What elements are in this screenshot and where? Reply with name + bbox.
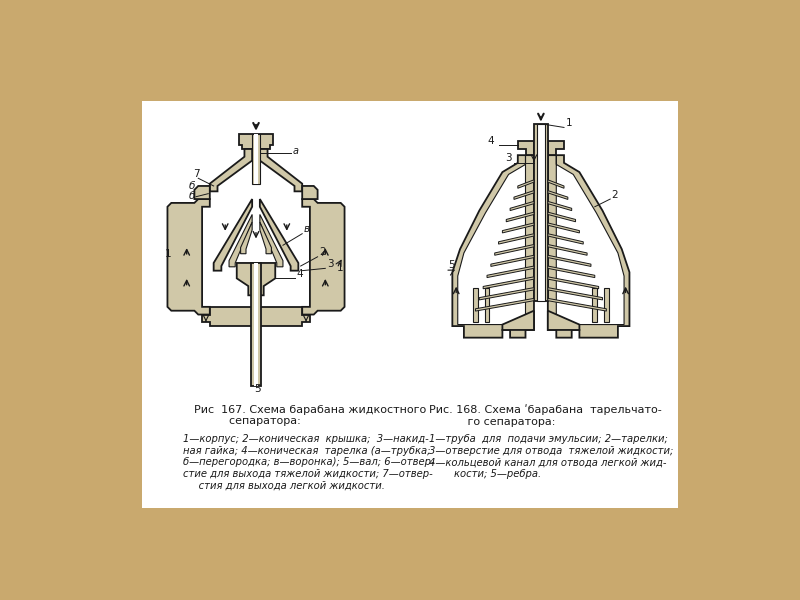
- Polygon shape: [475, 298, 534, 311]
- Text: Рис. 168. Схема ʹбарабана  тарельчато-
           го сепаратора:: Рис. 168. Схема ʹбарабана тарельчато- го…: [430, 404, 662, 427]
- Text: 7: 7: [193, 169, 199, 179]
- Text: 3: 3: [327, 259, 334, 269]
- Text: 1—корпус; 2—коническая  крышка;  3—накид-
ная гайка; 4—коническая  тарелка (а—тр: 1—корпус; 2—коническая крышка; 3—накид- …: [183, 434, 434, 490]
- Text: 2: 2: [612, 190, 618, 200]
- Bar: [593, 287, 597, 322]
- Text: 2: 2: [319, 247, 326, 257]
- Polygon shape: [502, 223, 534, 233]
- Polygon shape: [548, 287, 602, 300]
- Polygon shape: [556, 155, 624, 325]
- Polygon shape: [479, 287, 534, 300]
- Polygon shape: [514, 191, 534, 199]
- Polygon shape: [241, 222, 252, 254]
- Bar: [473, 287, 478, 322]
- Polygon shape: [202, 307, 310, 326]
- Text: 1: 1: [165, 249, 172, 259]
- Polygon shape: [260, 214, 283, 267]
- Bar: [251, 263, 261, 386]
- Polygon shape: [548, 266, 594, 278]
- Text: 5: 5: [254, 383, 260, 394]
- Polygon shape: [548, 223, 579, 233]
- Polygon shape: [518, 180, 534, 188]
- Text: 1: 1: [337, 263, 343, 272]
- Bar: [252, 134, 260, 184]
- Text: 3: 3: [505, 154, 511, 163]
- Bar: [604, 287, 609, 322]
- Text: a: a: [292, 146, 298, 157]
- Text: 4: 4: [296, 269, 302, 279]
- Polygon shape: [237, 263, 275, 295]
- Polygon shape: [548, 212, 575, 222]
- Polygon shape: [494, 244, 534, 255]
- Polygon shape: [210, 149, 252, 191]
- Polygon shape: [229, 214, 252, 267]
- Bar: [254, 134, 258, 184]
- Text: б: б: [188, 191, 194, 201]
- Polygon shape: [548, 234, 583, 244]
- Polygon shape: [548, 244, 587, 255]
- Polygon shape: [548, 311, 579, 330]
- Bar: [254, 263, 258, 386]
- Polygon shape: [194, 186, 210, 199]
- Polygon shape: [548, 202, 572, 211]
- Polygon shape: [548, 180, 564, 188]
- Polygon shape: [548, 277, 598, 289]
- Polygon shape: [260, 199, 298, 271]
- Text: 5: 5: [449, 260, 455, 271]
- Polygon shape: [452, 155, 534, 338]
- Polygon shape: [548, 191, 568, 199]
- Polygon shape: [487, 266, 534, 278]
- Polygon shape: [548, 141, 564, 155]
- Polygon shape: [491, 255, 534, 266]
- Polygon shape: [458, 155, 526, 325]
- Polygon shape: [214, 199, 252, 271]
- Polygon shape: [260, 222, 271, 254]
- Bar: [537, 124, 545, 301]
- Polygon shape: [167, 199, 210, 314]
- Polygon shape: [506, 212, 534, 222]
- Polygon shape: [302, 186, 318, 199]
- Text: 1: 1: [566, 118, 572, 128]
- Text: Рис  167. Схема барабана жидкостного
          сепаратора:: Рис 167. Схема барабана жидкостного сепа…: [194, 404, 426, 426]
- Polygon shape: [518, 141, 534, 155]
- Polygon shape: [483, 277, 534, 289]
- Bar: [485, 287, 490, 322]
- Bar: [142, 101, 678, 508]
- Polygon shape: [548, 255, 591, 266]
- Polygon shape: [260, 149, 302, 191]
- Polygon shape: [548, 155, 630, 338]
- Text: б: б: [188, 181, 194, 191]
- Polygon shape: [302, 199, 345, 314]
- Polygon shape: [510, 202, 534, 211]
- Bar: [534, 124, 548, 301]
- Polygon shape: [502, 311, 534, 330]
- Polygon shape: [548, 298, 606, 311]
- Polygon shape: [498, 234, 534, 244]
- Text: в: в: [304, 224, 310, 234]
- Text: 1—труба  для  подачи эмульсии; 2—тарелки;
3—отверстие для отвода  тяжелой жидкос: 1—труба для подачи эмульсии; 2—тарелки; …: [430, 434, 674, 479]
- Text: 4: 4: [487, 136, 494, 146]
- Polygon shape: [239, 134, 273, 149]
